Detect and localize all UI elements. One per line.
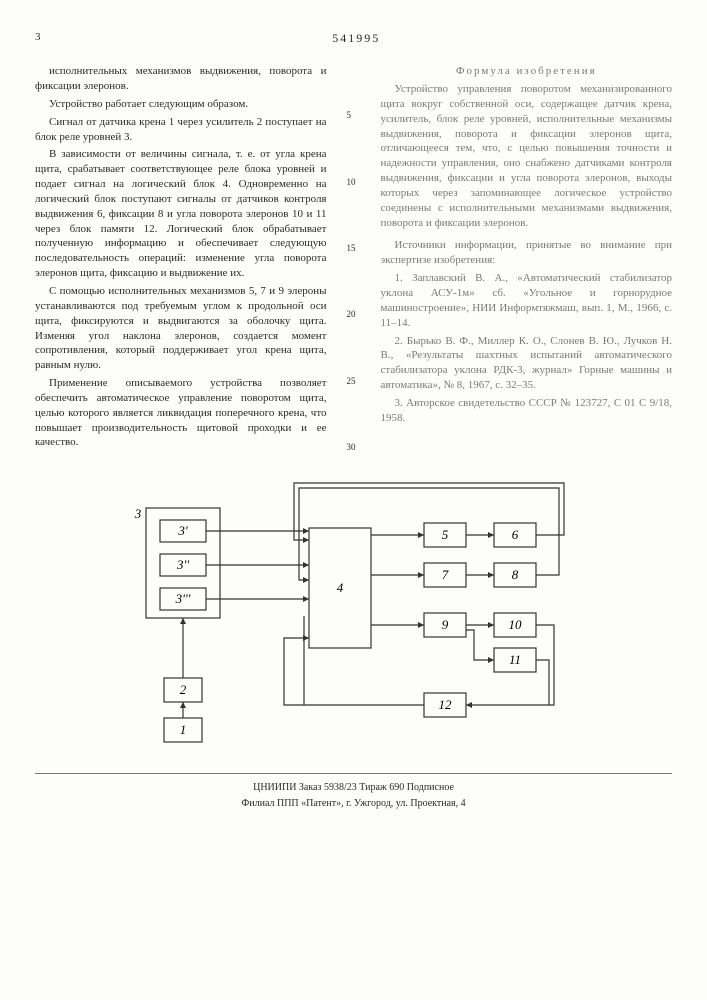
svg-text:1: 1: [179, 722, 186, 737]
right-column: Формула изобретения Устройство управлени…: [381, 64, 673, 453]
line-number-gutter: 5 10 15 20 25 30: [347, 64, 361, 453]
left-column: исполнительных механизмов выдвижения, по…: [35, 64, 327, 453]
svg-text:3'': 3'': [175, 557, 188, 572]
svg-text:3''': 3''': [174, 591, 190, 606]
page-number-left: 3: [35, 30, 41, 45]
svg-text:12: 12: [438, 697, 452, 712]
source-item: 1. Заплавский В. А., «Автоматический ста…: [381, 271, 673, 330]
source-item: 2. Бырько В. Ф., Миллер К. О., Слонев В.…: [381, 334, 673, 393]
patent-number: 541995: [35, 30, 672, 46]
svg-text:9: 9: [441, 617, 448, 632]
svg-text:3: 3: [133, 506, 141, 521]
sources-heading: Источники информации, принятые во вниман…: [381, 238, 673, 268]
line-num: 10: [347, 176, 361, 188]
text-columns: исполнительных механизмов выдвижения, по…: [35, 64, 672, 453]
para: Устройство управления поворотом механизи…: [381, 82, 673, 230]
footer-line-2: Филиал ППП «Патент», г. Ужгород, ул. Про…: [35, 797, 672, 811]
svg-text:6: 6: [511, 527, 518, 542]
svg-text:3': 3': [177, 523, 188, 538]
para: С помощью исполнительных механизмов 5, 7…: [35, 284, 327, 373]
line-num: 30: [347, 441, 361, 453]
svg-text:4: 4: [336, 580, 343, 595]
footer: ЦНИИПИ Заказ 5938/23 Тираж 690 Подписное…: [35, 773, 672, 810]
svg-text:2: 2: [179, 682, 186, 697]
line-num: 20: [347, 308, 361, 320]
diagram-svg: 1233'3''3'''456789101112: [94, 468, 614, 758]
line-num: 25: [347, 375, 361, 387]
line-num: 15: [347, 242, 361, 254]
svg-text:5: 5: [441, 527, 448, 542]
line-num: 5: [347, 109, 361, 121]
svg-text:7: 7: [441, 567, 448, 582]
formula-heading: Формула изобретения: [381, 64, 673, 79]
footer-line-1: ЦНИИПИ Заказ 5938/23 Тираж 690 Подписное: [35, 781, 672, 795]
svg-text:11: 11: [508, 652, 520, 667]
para: исполнительных механизмов выдвижения, по…: [35, 64, 327, 94]
para: Применение описываемого устройства позво…: [35, 376, 327, 450]
para: Устройство работает следующим образом.: [35, 97, 327, 112]
para: Сигнал от датчика крена 1 через усилител…: [35, 115, 327, 145]
block-diagram: 1233'3''3'''456789101112: [94, 468, 614, 758]
source-item: 3. Авторское свидетельство СССР № 123727…: [381, 396, 673, 426]
para: В зависимости от величины сигнала, т. е.…: [35, 147, 327, 281]
svg-text:10: 10: [508, 617, 522, 632]
svg-text:8: 8: [511, 567, 518, 582]
